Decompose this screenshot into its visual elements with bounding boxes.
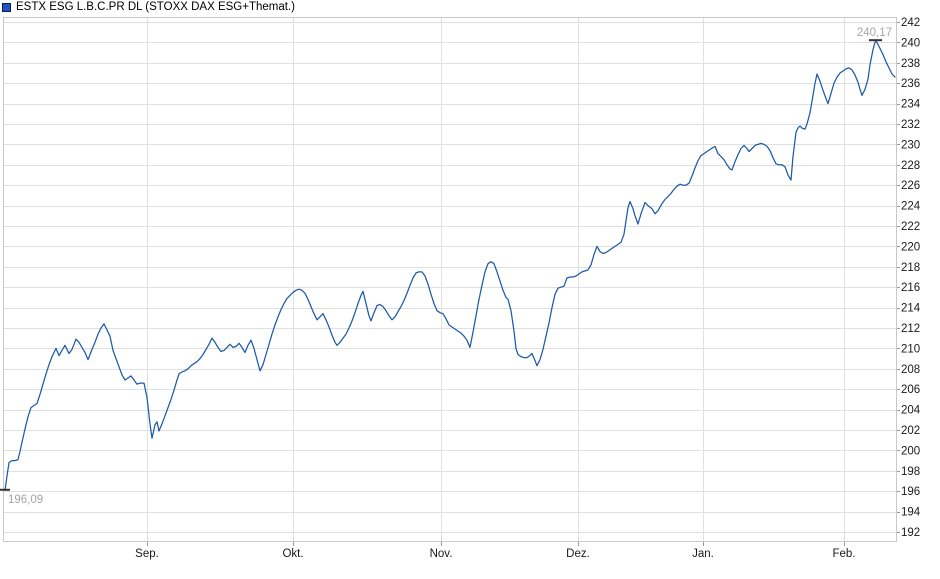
x-tick-label: Feb. bbox=[832, 548, 855, 560]
series-legend-swatch-icon bbox=[2, 2, 11, 12]
y-tick-label: 232 bbox=[901, 119, 920, 131]
x-tick-label: Sep. bbox=[135, 548, 159, 560]
y-tick-label: 216 bbox=[901, 282, 920, 294]
y-tick-label: 226 bbox=[901, 180, 920, 192]
x-tick-label: Okt. bbox=[282, 548, 303, 560]
chart-title: ESTX ESG L.B.C.PR DL (STOXX DAX ESG+Them… bbox=[16, 1, 295, 13]
y-tick-label: 196 bbox=[901, 486, 920, 498]
x-tick-label: Nov. bbox=[430, 548, 453, 560]
y-tick-label: 222 bbox=[901, 221, 920, 233]
y-tick-label: 192 bbox=[901, 527, 920, 539]
chart-legend: ESTX ESG L.B.C.PR DL (STOXX DAX ESG+Them… bbox=[2, 1, 295, 13]
y-tick-label: 194 bbox=[901, 507, 921, 519]
axis-ticks bbox=[147, 22, 900, 546]
y-tick-label: 220 bbox=[901, 241, 920, 253]
y-axis-labels: 242 240 238 236 234 232 230 228 226 224 222 220 218 2… bbox=[901, 17, 921, 539]
y-tick-label: 200 bbox=[901, 445, 920, 457]
x-tick-label: Jan. bbox=[692, 548, 714, 560]
y-tick-label: 228 bbox=[901, 160, 920, 172]
y-tick-label: 206 bbox=[901, 384, 920, 396]
y-tick-label: 210 bbox=[901, 343, 920, 355]
x-tick-label: Dez. bbox=[566, 548, 590, 560]
plot-border bbox=[3, 17, 897, 542]
y-tick-label: 240 bbox=[901, 37, 920, 49]
y-tick-label: 202 bbox=[901, 425, 920, 437]
y-tick-label: 208 bbox=[901, 364, 920, 376]
y-tick-label: 236 bbox=[901, 78, 920, 90]
y-tick-label: 238 bbox=[901, 58, 920, 70]
y-tick-label: 218 bbox=[901, 262, 920, 274]
y-tick-label: 242 bbox=[901, 17, 920, 29]
y-tick-label: 204 bbox=[901, 405, 921, 417]
min-value-label: 196,09 bbox=[8, 494, 43, 506]
y-tick-label: 214 bbox=[901, 303, 921, 315]
y-tick-label: 224 bbox=[901, 201, 921, 213]
gridlines bbox=[3, 17, 896, 541]
y-tick-label: 198 bbox=[901, 466, 920, 478]
max-value-label: 240,17 bbox=[857, 27, 892, 39]
price-line bbox=[4, 40, 896, 491]
x-axis-labels: Sep. Okt. Nov. Dez. Jan. Feb. bbox=[135, 548, 855, 560]
y-tick-label: 230 bbox=[901, 139, 920, 151]
y-tick-label: 234 bbox=[901, 99, 921, 111]
y-tick-label: 212 bbox=[901, 323, 920, 335]
